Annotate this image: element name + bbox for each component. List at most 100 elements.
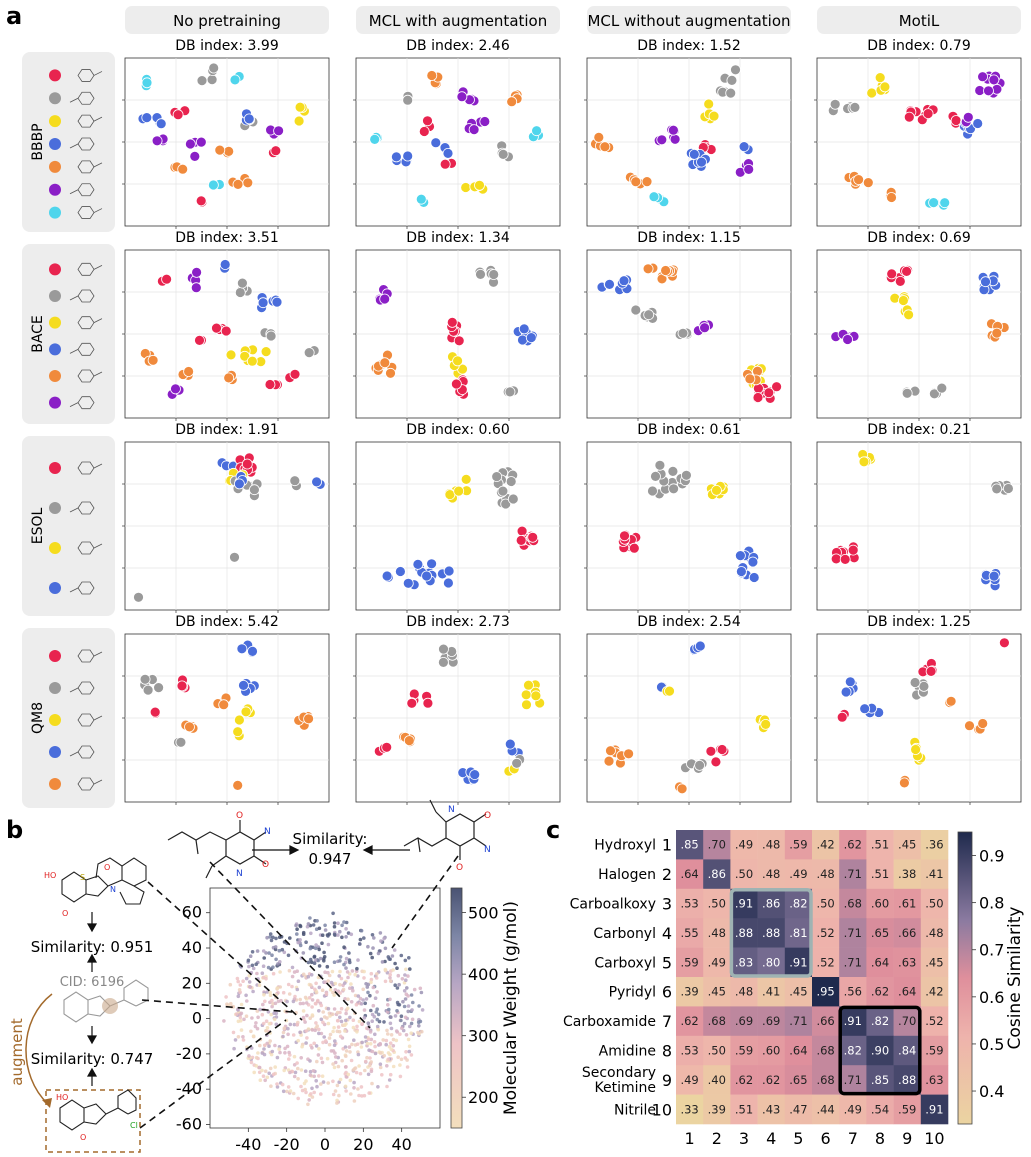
tsne-point — [371, 985, 376, 990]
tsne-point — [370, 1049, 375, 1054]
legend-motif-structure — [69, 681, 95, 695]
tsne-point — [340, 1058, 345, 1063]
heatmap-cell-label: .52 — [816, 955, 834, 969]
scatter-point — [991, 483, 1003, 495]
heatmap-cell-label: .54 — [871, 1102, 889, 1116]
heatmap-cell — [730, 1065, 758, 1095]
scatter-point — [910, 744, 921, 755]
legend-class-marker — [49, 370, 61, 382]
tsne-point — [263, 1043, 267, 1048]
tsne-point — [327, 973, 332, 978]
scatter-point — [155, 118, 167, 130]
tsne-point — [278, 1050, 282, 1055]
heatmap-cell-label: .82 — [844, 1044, 862, 1058]
scatter-point — [236, 643, 248, 655]
heatmap-cell — [866, 830, 894, 860]
db-index-label: DB index: 2.54 — [637, 614, 741, 630]
scatter-point — [219, 259, 231, 270]
tsne-point — [327, 1036, 332, 1040]
heatmap-cell-label: .33 — [680, 1102, 698, 1116]
heatmap-cell-label: .69 — [762, 1014, 780, 1028]
tsne-point — [337, 1093, 341, 1098]
heatmap-cell — [920, 1094, 949, 1125]
tsne-point — [254, 962, 258, 966]
tsne-point — [369, 1069, 374, 1074]
heatmap-cell-label: .62 — [680, 1014, 698, 1028]
tsne-point — [260, 971, 265, 975]
tsne-point — [393, 1014, 398, 1018]
tsne-point — [323, 970, 327, 974]
heatmap-cell — [920, 859, 949, 890]
heatmap-cell-label: .68 — [816, 1073, 834, 1087]
scatter-point — [442, 147, 454, 159]
heatmap-cell — [784, 947, 813, 978]
tsne-point — [308, 1016, 313, 1020]
scatter-point — [381, 741, 393, 753]
heatmap-cell-label: .86 — [762, 897, 780, 911]
legend-class-marker — [49, 316, 61, 329]
scatter-point — [763, 387, 775, 399]
tsne-point — [379, 939, 383, 943]
tsne-point — [294, 923, 298, 928]
heatmap-row-number: 2 — [662, 865, 672, 884]
column-headers: No pretraining MCL with augmentation MCL w… — [125, 6, 1021, 34]
scatter-point — [430, 137, 442, 149]
dataset-label: BBBP — [30, 123, 46, 160]
heatmap-cell-label: .50 — [708, 1044, 726, 1058]
tsne-point — [355, 966, 359, 971]
scatter-point — [426, 558, 438, 570]
tsne-point — [396, 1055, 401, 1059]
heatmap-cell — [703, 918, 731, 948]
tsne-point — [336, 1064, 341, 1069]
heatmap-cell-label: .43 — [762, 1102, 780, 1116]
tsne-point — [344, 1049, 349, 1053]
legend-motif-structure — [77, 369, 103, 383]
tsne-point — [254, 1055, 259, 1060]
scatter-point — [385, 367, 396, 379]
tsne-point — [320, 933, 325, 937]
scatter-point — [426, 70, 438, 81]
heatmap-cell — [757, 1035, 786, 1066]
tsne-point — [288, 1022, 293, 1027]
tsne-point — [346, 997, 350, 1001]
tsne-point — [351, 1025, 356, 1030]
tsne-point — [364, 997, 369, 1001]
heatmap-cell — [839, 977, 867, 1007]
heatmap-cell-label: .36 — [925, 838, 943, 852]
scatter-point — [394, 566, 406, 577]
tsne-point — [416, 1020, 421, 1024]
tsne-point — [385, 1028, 389, 1033]
tsne-point — [296, 1077, 300, 1081]
tsne-point — [255, 949, 260, 953]
tsne-point — [375, 990, 379, 994]
tsne-point — [388, 1072, 393, 1077]
heatmap-cell — [784, 1094, 813, 1125]
tsne-point — [280, 947, 285, 952]
tsne-point — [380, 1073, 384, 1077]
db-index-label: DB index: 5.42 — [175, 614, 278, 630]
tsne-point — [387, 1078, 392, 1082]
scatter-point — [450, 378, 462, 390]
heatmap-cell — [920, 1035, 949, 1066]
heatmap-cell-label: .69 — [735, 1014, 753, 1028]
scatter-point — [681, 469, 692, 481]
molecule-penicillin-top: HO O O S N — [44, 857, 147, 918]
tsne-point — [325, 964, 330, 969]
db-index-label: DB index: 3.51 — [175, 230, 278, 246]
heatmap-cell — [730, 1006, 758, 1037]
tsne-point — [397, 982, 401, 987]
tsne-point — [338, 1077, 343, 1082]
scatter-panels: DB index: 3.99 DB index: 2.46 DB index: 1.… — [122, 38, 1022, 805]
tsne-point — [261, 1002, 265, 1007]
tsne-point — [242, 1017, 246, 1022]
tsne-point — [298, 997, 303, 1002]
tsne-point — [263, 999, 267, 1004]
tsne-point — [406, 1009, 411, 1014]
tsne-point — [260, 1012, 265, 1017]
dataset-label: QM8 — [30, 702, 46, 734]
heatmap-cell — [757, 859, 786, 890]
tsne-point — [349, 1092, 353, 1096]
cid-label: CID: 6196 — [60, 975, 125, 990]
augment-arrowhead — [42, 1098, 52, 1108]
scatter-point — [523, 679, 534, 691]
